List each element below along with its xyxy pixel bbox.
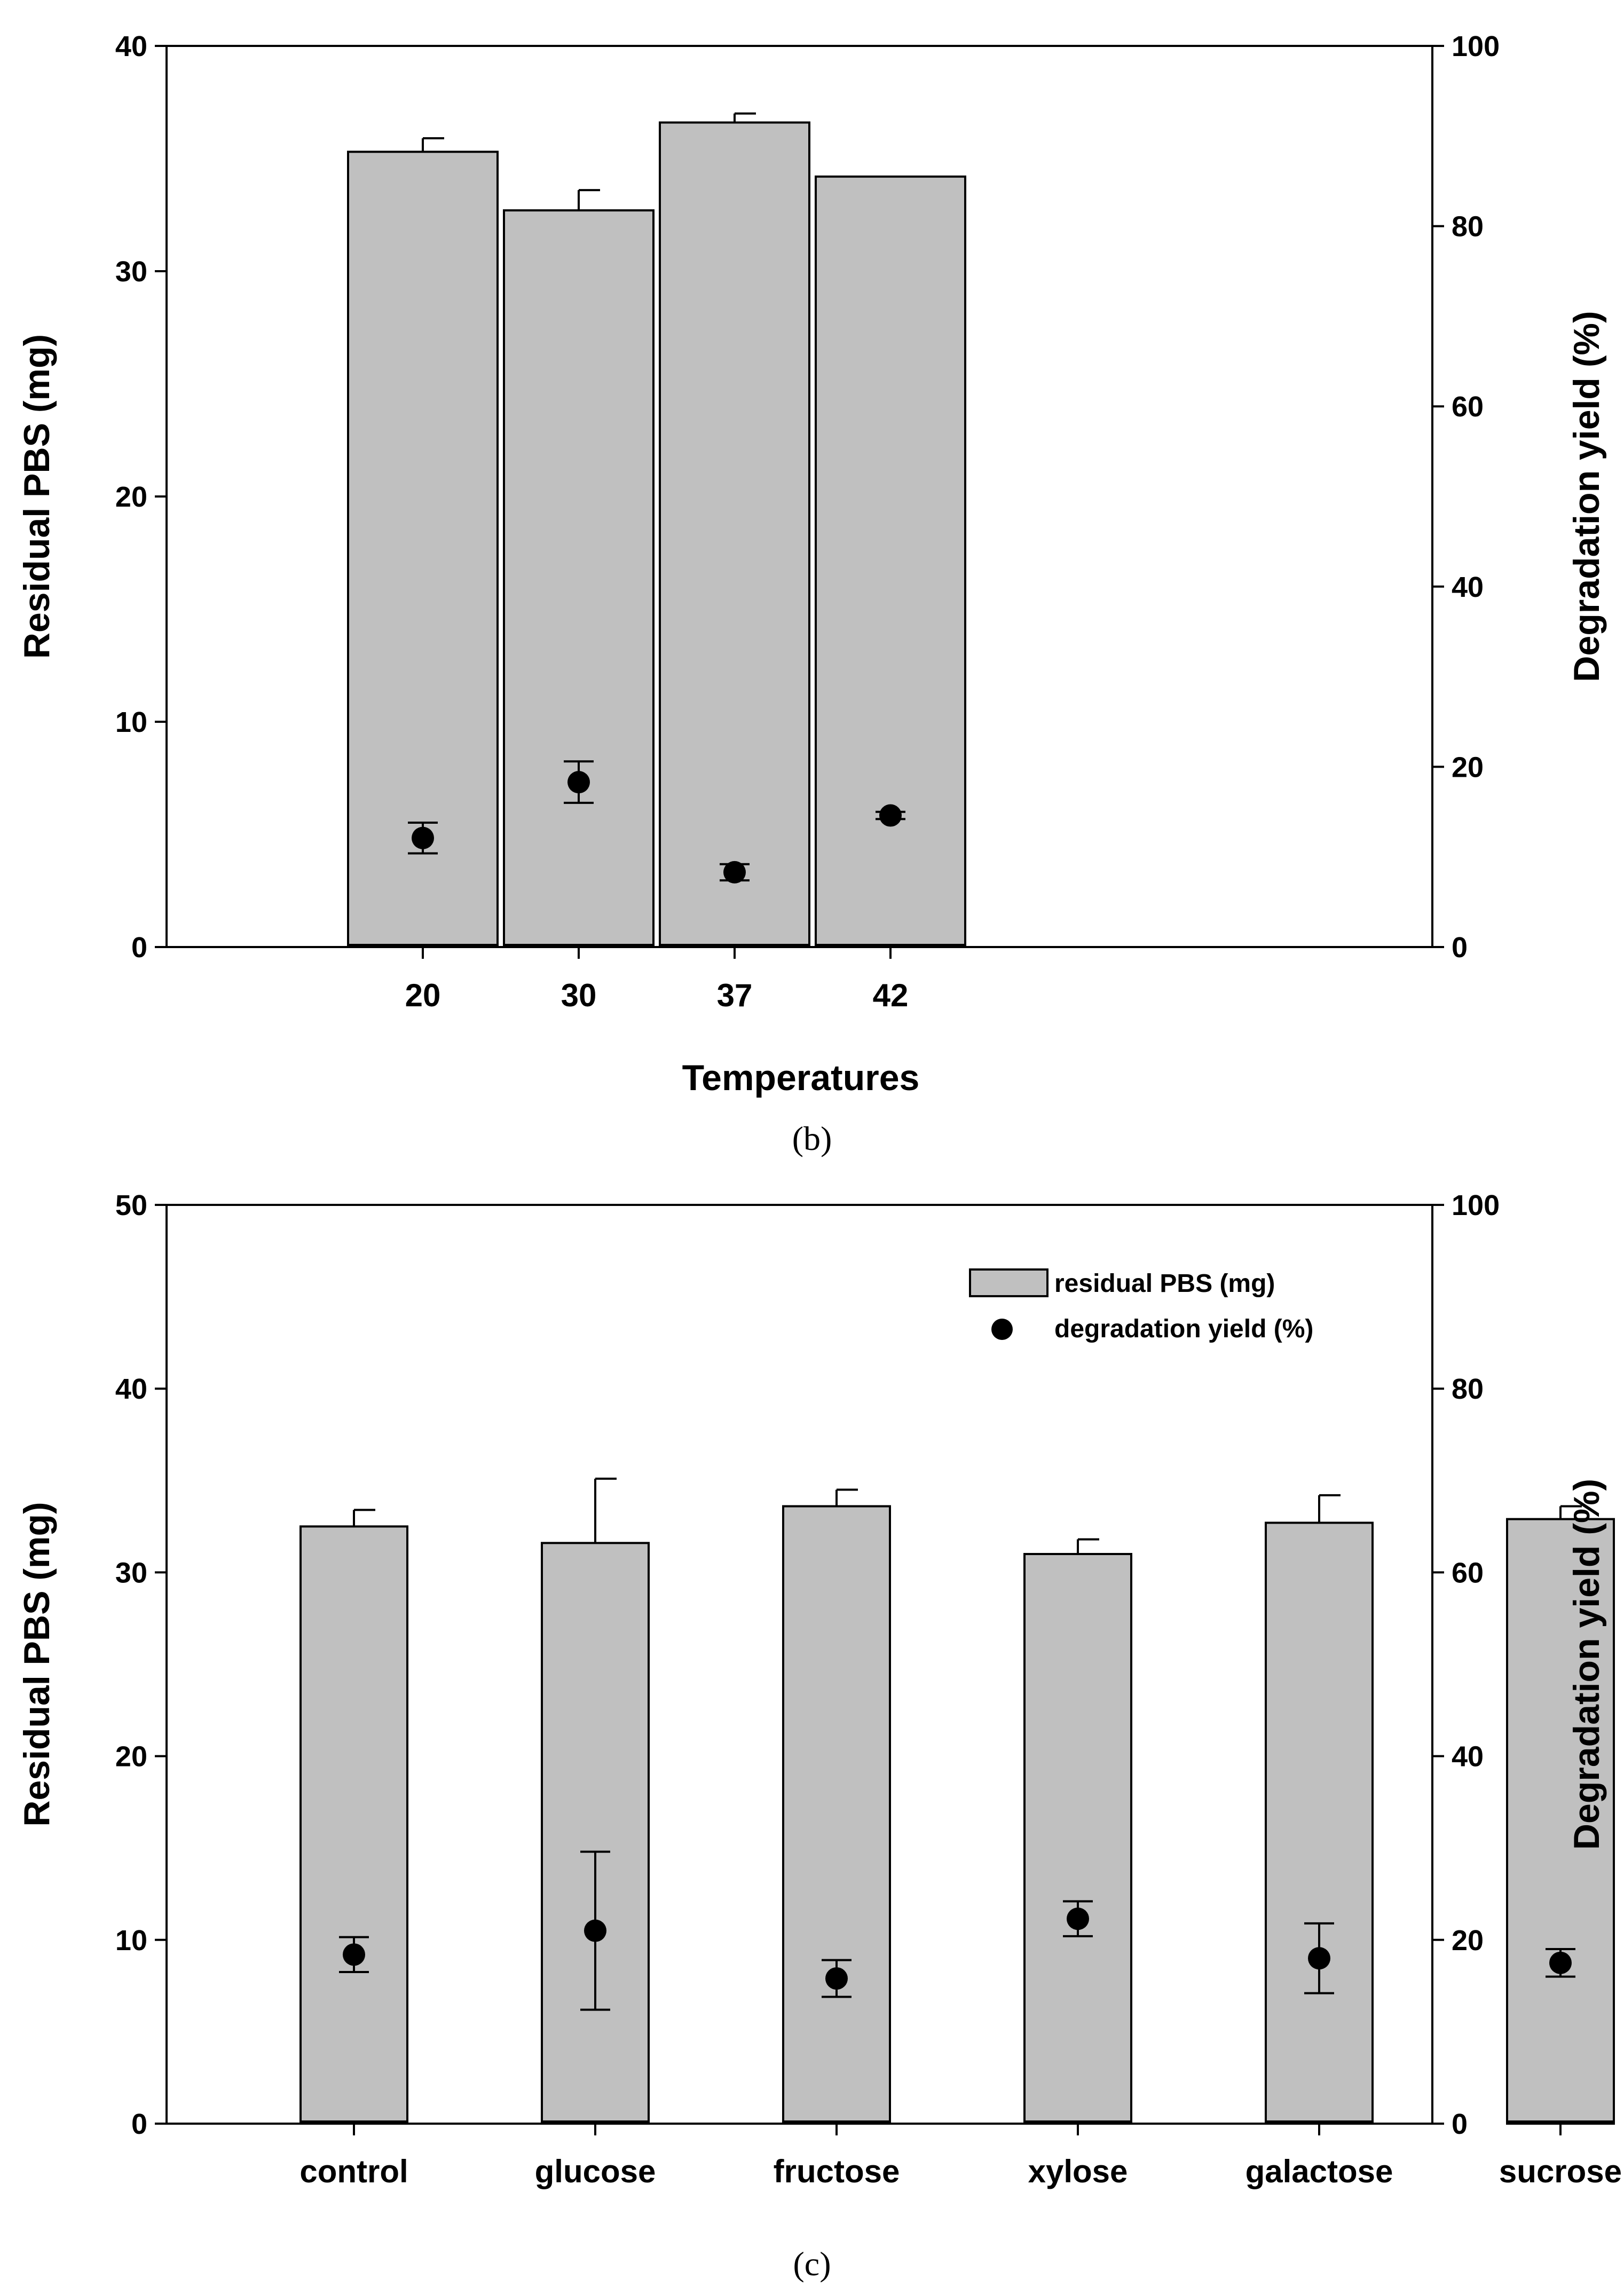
y-axis-right-title: Degradation yield (%): [1566, 311, 1607, 682]
bar: [1023, 1552, 1132, 2125]
panel-label: (c): [793, 2245, 831, 2283]
bar: [1265, 1521, 1374, 2125]
x-tick-label: sucrose: [1499, 2154, 1622, 2189]
right-tick-label: 60: [1452, 391, 1484, 423]
left-tick-label: 30: [115, 256, 147, 288]
bar: [299, 1525, 408, 2125]
right-tick-label: 0: [1452, 2108, 1468, 2140]
right-tick-label: 100: [1452, 1189, 1500, 1221]
x-axis-title: Temperatures: [682, 1058, 920, 1098]
data-point: [343, 1943, 365, 1966]
x-tick-label: 42: [873, 977, 909, 1013]
bar: [782, 1505, 891, 2125]
right-tick-label: 20: [1452, 751, 1484, 783]
data-point: [723, 861, 746, 884]
left-tick-label: 20: [115, 481, 147, 513]
x-tick-label: galactose: [1245, 2154, 1393, 2189]
left-tick-label: 40: [115, 30, 147, 62]
x-tick-label: control: [299, 2154, 408, 2189]
x-tick-label: fructose: [774, 2154, 900, 2189]
right-tick-label: 40: [1452, 571, 1484, 603]
right-tick-label: 100: [1452, 30, 1500, 62]
right-tick-label: 20: [1452, 1925, 1484, 1957]
x-tick-label: xylose: [1028, 2154, 1128, 2189]
bar: [541, 1542, 650, 2125]
left-tick-label: 30: [115, 1557, 147, 1589]
left-tick-label: 0: [131, 2108, 147, 2140]
left-tick-label: 40: [115, 1373, 147, 1405]
data-point: [1549, 1951, 1572, 1974]
data-point: [1308, 1947, 1330, 1970]
y-axis-right-title: Degradation yield (%): [1566, 1479, 1607, 1850]
bar: [659, 121, 810, 949]
data-point: [412, 826, 434, 849]
legend-label: residual PBS (mg): [1054, 1269, 1275, 1298]
legend-point-marker: [991, 1319, 1013, 1340]
right-tick-label: 80: [1452, 1373, 1484, 1405]
right-tick-label: 0: [1452, 932, 1468, 964]
left-tick-label: 0: [131, 932, 147, 964]
x-tick-label: 20: [405, 977, 441, 1013]
bar: [815, 175, 966, 948]
x-tick-label: glucose: [535, 2154, 656, 2189]
data-point: [825, 1967, 848, 1990]
bar: [347, 151, 499, 949]
left-tick-label: 50: [115, 1189, 147, 1221]
bar: [503, 209, 655, 948]
left-tick-label: 20: [115, 1741, 147, 1773]
panel-label: (b): [792, 1119, 832, 1157]
legend-bar-swatch: [969, 1268, 1048, 1297]
data-point: [567, 771, 590, 794]
right-tick-label: 80: [1452, 211, 1484, 243]
x-tick-label: 30: [561, 977, 597, 1013]
panel-b: 0 10 20 30 40 0 20 40 60 80 100 20 30 37 42 Residual PB…: [17, 30, 1607, 1157]
data-point: [879, 804, 902, 827]
data-point: [1067, 1907, 1089, 1930]
legend-label: degradation yield (%): [1054, 1315, 1313, 1343]
legend: residual PBS (mg) degradation yield (%): [969, 1268, 1313, 1343]
y-axis-title: Residual PBS (mg): [17, 1502, 57, 1826]
right-tick-label: 60: [1452, 1557, 1484, 1589]
y-axis-title: Residual PBS (mg): [17, 334, 57, 659]
data-point: [584, 1919, 606, 1942]
panel-c: 0 10 20 30 40 50 0 20 40 60 80 100 control glucose fru…: [17, 1189, 1622, 2283]
left-tick-label: 10: [115, 706, 147, 738]
left-tick-label: 10: [115, 1925, 147, 1957]
x-tick-label: 37: [717, 977, 753, 1013]
right-tick-label: 40: [1452, 1741, 1484, 1773]
